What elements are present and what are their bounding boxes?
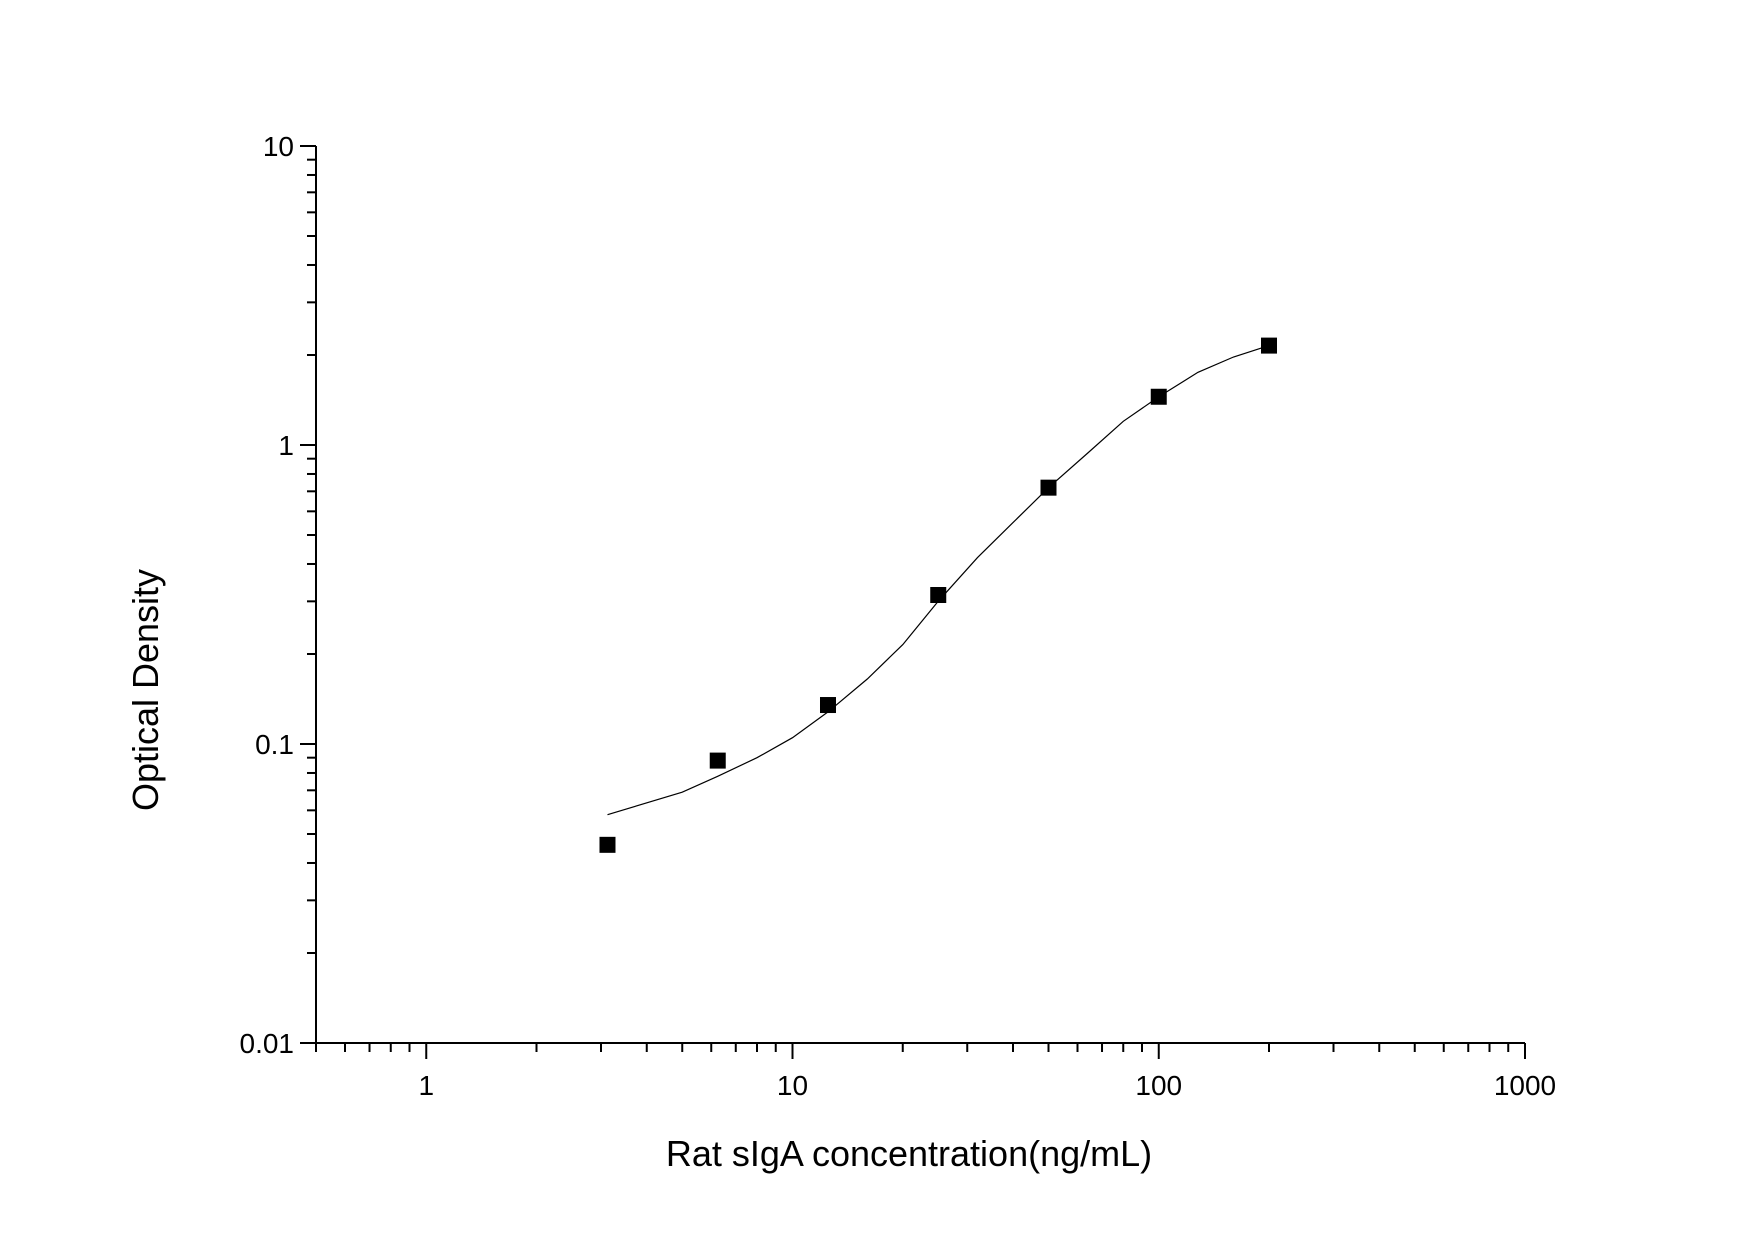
x-tick-label: 10 xyxy=(777,1070,808,1101)
y-tick-label: 0.01 xyxy=(240,1028,295,1059)
data-point xyxy=(819,697,836,714)
data-point xyxy=(930,587,947,604)
x-ticks: 1 10 100 1000 xyxy=(315,1043,1556,1101)
data-point xyxy=(709,752,726,769)
y-tick-label: 0.1 xyxy=(255,729,294,760)
data-point xyxy=(1150,388,1167,405)
x-tick-label: 1 xyxy=(418,1070,434,1101)
x-tick-label: 1000 xyxy=(1494,1070,1556,1101)
data-point xyxy=(1040,479,1057,496)
y-axis-title: Optical Density xyxy=(125,569,166,811)
y-tick-label: 10 xyxy=(263,131,294,162)
axes: 1 10 100 1000 0.01 0.1 1 10 xyxy=(240,131,1557,1101)
data-point xyxy=(599,836,616,853)
data-points xyxy=(599,337,1278,853)
fit-curve xyxy=(607,345,1270,816)
x-tick-label: 100 xyxy=(1135,1070,1182,1101)
data-point xyxy=(1261,337,1278,354)
y-ticks: 0.01 0.1 1 10 xyxy=(240,131,316,1059)
x-axis-title: Rat sIgA concentration(ng/mL) xyxy=(666,1133,1152,1174)
y-tick-label: 1 xyxy=(278,430,294,461)
